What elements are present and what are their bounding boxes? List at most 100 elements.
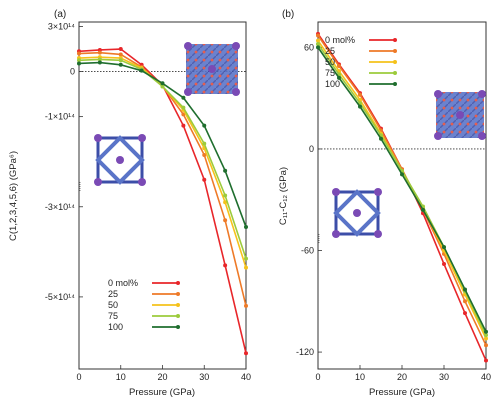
panel-b-series-50-point-8 <box>484 336 488 341</box>
panel-b-legend-label-25: 25 <box>325 46 335 56</box>
panel-a-series-25-point-0 <box>77 51 81 56</box>
panel-a-legend-label-0: 0 mol% <box>108 278 138 288</box>
panel-b-series-100-point-5 <box>421 207 425 212</box>
panel-a-series-0-point-6 <box>202 177 207 182</box>
panel-a-series-25-point-2 <box>118 52 123 57</box>
panel-b-crystal-structure-small <box>318 188 382 244</box>
panel-a-x-ticks: 0 10 20 30 40 <box>76 365 251 382</box>
panel-b-series-0-point-7 <box>463 311 467 316</box>
panel-a-series-50-point-8 <box>244 265 248 270</box>
panel-b-series-100-point-8 <box>484 329 488 334</box>
panel-b-series-0-point-8 <box>484 358 488 363</box>
panel-a-y-tick-label-1: 0 <box>70 67 75 77</box>
panel-b-series-100-point-2 <box>358 104 362 109</box>
panel-b-legend-label-75: 75 <box>325 68 335 78</box>
panel-a-x-tick-label-2: 20 <box>157 372 167 382</box>
panel-b-legend-label-50: 50 <box>325 57 335 67</box>
panel-a-legend-marker-100 <box>176 325 180 329</box>
panel-a-x-tick-label-4: 40 <box>241 372 251 382</box>
panel-a-series-100-point-7 <box>223 168 228 173</box>
panel-a-ylabel: C(1,2,3,4,5,6) (GPa⁶) <box>8 151 19 241</box>
panel-a-legend-label-100: 100 <box>108 322 123 332</box>
panel-b-series-25-point-2 <box>358 92 362 97</box>
panel-b-series-line-25 <box>317 35 487 346</box>
panel-b-y-tick-label-0: 60 <box>304 42 314 52</box>
panel-b-series-25-point-0 <box>316 33 320 38</box>
panel-a-series-100-point-5 <box>181 95 186 100</box>
panel-b-y-tick-label-2: -60 <box>301 246 314 256</box>
panel-b-series-75-point-0 <box>316 42 320 47</box>
panel-a-series-100-point-8 <box>244 225 248 230</box>
panel-a-legend-marker-50 <box>176 303 180 307</box>
panel-b-legend-label-100: 100 <box>325 79 340 89</box>
panel-a-series-50-point-7 <box>223 200 228 205</box>
panel-a-series-0-point-5 <box>181 123 186 128</box>
panel-a-series-75-point-5 <box>181 105 186 110</box>
panel-b-series-0-point-6 <box>442 262 446 267</box>
panel-a-series-100-point-3 <box>139 68 144 73</box>
panel-b-series-line-50 <box>317 40 487 339</box>
panel-b-legend-marker-100 <box>393 82 397 86</box>
panel-a-series-75-point-0 <box>77 58 81 63</box>
panel-b-series-100-point-4 <box>400 172 404 177</box>
panel-a-y-ticks: 3×10¹⁴ 0 -1×10¹⁴ -3×10¹⁴ -5×10¹⁴ <box>45 22 83 302</box>
panel-b-legend-marker-75 <box>393 71 397 75</box>
panel-a-y-tick-label-2: -1×10¹⁴ <box>45 112 75 122</box>
panel-a-legend-marker-75 <box>176 314 180 318</box>
panel-b-series-100-point-1 <box>337 75 341 80</box>
panel-a-crystal-structure-small <box>79 134 146 192</box>
panel-b-series-100-point-7 <box>463 287 467 292</box>
panel-a-series-100-point-0 <box>77 61 81 66</box>
panel-a-series-75-point-6 <box>202 141 207 146</box>
panel-b-series-25-point-1 <box>337 64 341 69</box>
panel-a-series-75-point-7 <box>223 193 228 198</box>
panel-a-series-0-point-8 <box>244 351 248 356</box>
panel-b-series-100-point-6 <box>442 245 446 250</box>
panel-a-series-25-point-6 <box>202 152 207 157</box>
panel-b-crystal-structure-large <box>434 90 486 140</box>
panel-a-series <box>77 47 248 356</box>
panel-b-legend-marker-25 <box>393 49 397 53</box>
panel-a-series-75-point-4 <box>160 84 165 89</box>
panel-b-series-100-point-0 <box>316 45 320 50</box>
panel-a-x-tick-label-0: 0 <box>76 372 81 382</box>
panel-b-x-tick-label-4: 40 <box>481 372 491 382</box>
panel-b-series-25-point-8 <box>484 343 488 348</box>
panel-a-series-25-point-8 <box>244 303 248 308</box>
panel-a-series-line-0 <box>78 48 247 354</box>
panel-a-series-100-point-4 <box>160 81 165 86</box>
panel-a-series-75-point-1 <box>97 57 102 62</box>
panel-b-legend-marker-0 <box>393 38 397 42</box>
panel-b-series <box>316 31 488 363</box>
panel-a-series-0-point-7 <box>223 263 228 268</box>
panel-a-series-75-point-8 <box>244 256 248 261</box>
panel-a-x-tick-label-3: 30 <box>199 372 209 382</box>
panel-a-series-25-point-7 <box>223 218 228 223</box>
panel-a: (a) 3×10¹⁴ 0 -1×10¹⁴ -3×10¹⁴ -5×10¹⁴ 0 10 20 30… <box>8 9 251 398</box>
panel-a-label: (a) <box>54 9 66 20</box>
panel-a-y-tick-label-3: -3×10¹⁴ <box>45 202 75 212</box>
panel-b-legend-marker-50 <box>393 60 397 64</box>
panel-b-x-tick-label-3: 30 <box>439 372 449 382</box>
panel-a-series-25-point-1 <box>97 50 102 55</box>
panel-a-series-0-point-2 <box>118 47 123 52</box>
panel-a-series-75-point-2 <box>118 58 123 63</box>
panel-a-x-tick-label-1: 10 <box>116 372 126 382</box>
panel-a-y-tick-label-4: -5×10¹⁴ <box>45 292 75 302</box>
panel-a-xlabel: Pressure (GPa) <box>129 387 195 398</box>
panel-b-plot-area <box>317 21 487 370</box>
panel-a-series-100-point-1 <box>97 60 102 65</box>
panel-b-series-line-100 <box>317 46 487 333</box>
panel-a-legend-marker-25 <box>176 292 180 296</box>
panel-a-legend-label-75: 75 <box>108 311 118 321</box>
panel-b-series-100-point-3 <box>379 136 383 141</box>
panel-b-x-tick-label-1: 10 <box>355 372 365 382</box>
panel-b-y-tick-label-1: 0 <box>309 144 314 154</box>
panel-a-legend-label-50: 50 <box>108 300 118 310</box>
panel-a-legend-label-25: 25 <box>108 289 118 299</box>
panel-a-y-tick-label-0: 3×10¹⁴ <box>48 22 75 32</box>
panel-b-series-25-point-7 <box>463 299 467 304</box>
